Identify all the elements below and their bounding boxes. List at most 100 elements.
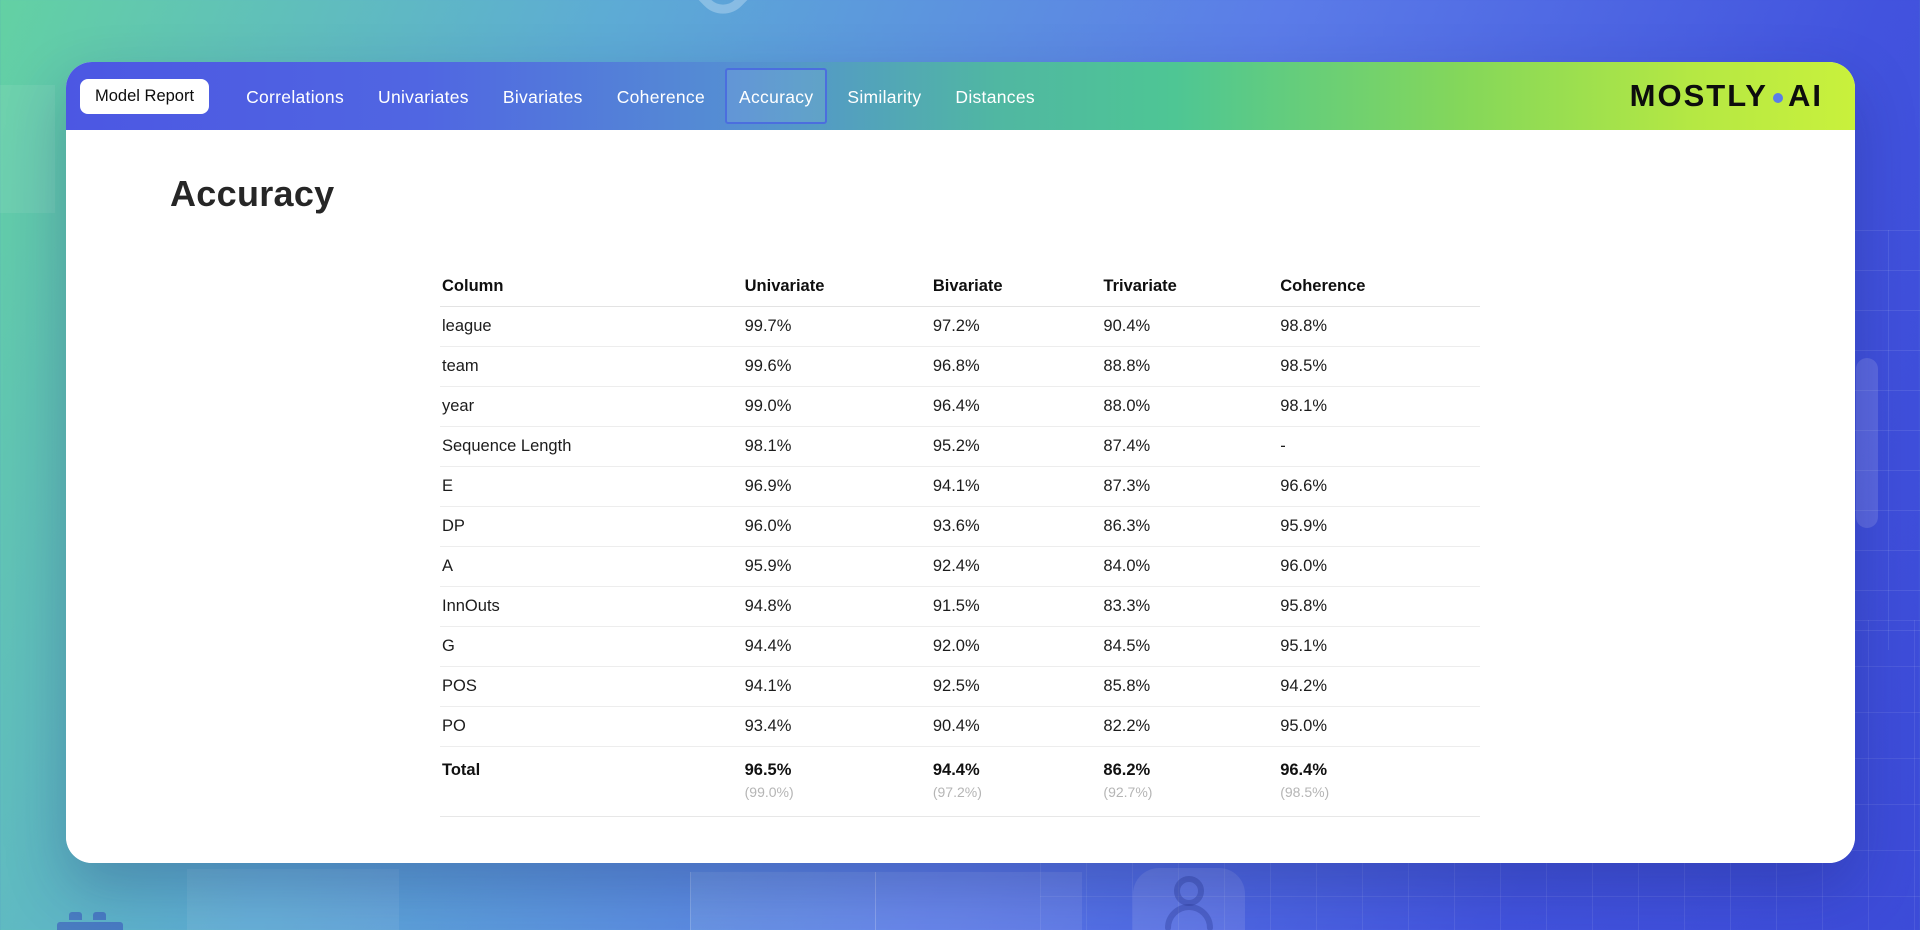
accuracy-table: Column Univariate Bivariate Trivariate Coher…: [440, 268, 1480, 817]
silhouette-decoration: [57, 912, 123, 930]
metric-value: 94.1%: [742, 666, 931, 707]
row-label: A: [440, 546, 743, 587]
metric-value: 91.5%: [930, 586, 1102, 627]
column-header: Coherence: [1278, 268, 1480, 307]
metric-value: 94.4%: [742, 626, 931, 667]
table-row: year 99.0% 96.4% 88.0% 98.1%: [440, 386, 1480, 427]
total-label: Total: [440, 746, 743, 817]
blueprint-grid-right-decoration: [1848, 230, 1920, 650]
metric-value: 88.0%: [1101, 386, 1279, 427]
column-header: Trivariate: [1101, 268, 1279, 307]
nav-tab-distances[interactable]: Distances: [955, 87, 1035, 107]
metric-value: 95.2%: [930, 426, 1102, 467]
row-label: PO: [440, 706, 743, 747]
nav-tab-accuracy[interactable]: Accuracy: [725, 68, 828, 124]
person-card-decoration: [1133, 868, 1245, 930]
metric-value: 97.2%: [930, 306, 1102, 347]
metric-value: 84.0%: [1101, 546, 1279, 587]
logo-text-right: AI: [1788, 78, 1823, 113]
row-label: InnOuts: [440, 586, 743, 627]
row-label: POS: [440, 666, 743, 707]
metric-value: 94.8%: [742, 586, 931, 627]
nav-tab-coherence[interactable]: Coherence: [616, 87, 706, 107]
total-value: 86.2% (92.7%): [1101, 746, 1279, 817]
metric-value: 87.3%: [1101, 466, 1279, 507]
metric-value: 95.0%: [1278, 706, 1480, 747]
rect-decoration: [187, 869, 399, 930]
table-row: team 99.6% 96.8% 88.8% 98.5%: [440, 346, 1480, 387]
row-label: team: [440, 346, 743, 387]
model-report-badge[interactable]: Model Report: [80, 78, 210, 114]
metric-value: 93.6%: [930, 506, 1102, 547]
table-row: A 95.9% 92.4% 84.0% 96.0%: [440, 546, 1480, 587]
nav-tab-similarity[interactable]: Similarity: [847, 87, 922, 107]
metric-value: 88.8%: [1101, 346, 1279, 387]
metric-value: 99.6%: [742, 346, 931, 387]
report-card: Model Report Correlations Univariates Biva…: [66, 62, 1855, 863]
metric-value: 98.1%: [742, 426, 931, 467]
metric-value: 95.8%: [1278, 586, 1480, 627]
table-row: PO 93.4% 90.4% 82.2% 95.0%: [440, 706, 1480, 747]
metric-value: 96.8%: [930, 346, 1102, 387]
metric-value: 98.1%: [1278, 386, 1480, 427]
total-row: Total 96.5% (99.0%) 94.4% (97.2%) 86.2% (92.7%…: [440, 746, 1480, 817]
metric-value: 96.0%: [1278, 546, 1480, 587]
metric-value: 83.3%: [1101, 586, 1279, 627]
column-header: Column: [440, 268, 743, 307]
rect-decoration: [690, 872, 1082, 930]
nav-bar: Model Report Correlations Univariates Biva…: [66, 62, 1855, 130]
nav-tab-correlations[interactable]: Correlations: [246, 87, 345, 107]
page-title: Accuracy: [170, 173, 335, 214]
metric-value: 96.4%: [930, 386, 1102, 427]
metric-value: 85.8%: [1101, 666, 1279, 707]
column-header: Univariate: [742, 268, 931, 307]
total-value: 96.5% (99.0%): [742, 746, 931, 817]
diamond-outline-decoration: [588, 0, 858, 25]
metric-value: 98.5%: [1278, 346, 1480, 387]
metric-value: -: [1278, 426, 1480, 467]
metric-value: 90.4%: [1101, 306, 1279, 347]
row-label: year: [440, 386, 743, 427]
metric-value: 99.7%: [742, 306, 931, 347]
metric-value: 94.2%: [1278, 666, 1480, 707]
row-label: G: [440, 626, 743, 667]
metric-value: 84.5%: [1101, 626, 1279, 667]
table-row: E 96.9% 94.1% 87.3% 96.6%: [440, 466, 1480, 507]
metric-value: 98.8%: [1278, 306, 1480, 347]
metric-value: 92.5%: [930, 666, 1102, 707]
metric-value: 95.9%: [1278, 506, 1480, 547]
metric-value: 92.0%: [930, 626, 1102, 667]
nav-tab-univariates[interactable]: Univariates: [378, 87, 469, 107]
row-label: E: [440, 466, 743, 507]
metric-value: 96.6%: [1278, 466, 1480, 507]
person-icon: [1165, 876, 1213, 930]
total-value: 94.4% (97.2%): [930, 746, 1102, 817]
metric-value: 90.4%: [930, 706, 1102, 747]
table-row: DP 96.0% 93.6% 86.3% 95.9%: [440, 506, 1480, 547]
table-row: Sequence Length 98.1% 95.2% 87.4% -: [440, 426, 1480, 467]
metric-value: 93.4%: [742, 706, 931, 747]
mostly-ai-logo: MOSTLY AI: [1630, 78, 1823, 114]
metric-value: 94.1%: [930, 466, 1102, 507]
metric-value: 99.0%: [742, 386, 931, 427]
table-row: league 99.7% 97.2% 90.4% 98.8%: [440, 306, 1480, 347]
metric-value: 96.0%: [742, 506, 931, 547]
row-label: DP: [440, 506, 743, 547]
left-strip-decoration: [0, 85, 55, 213]
metric-value: 95.9%: [742, 546, 931, 587]
nav-tab-bivariates[interactable]: Bivariates: [502, 87, 583, 107]
table-row: InnOuts 94.8% 91.5% 83.3% 95.8%: [440, 586, 1480, 627]
metric-value: 95.1%: [1278, 626, 1480, 667]
metric-value: 82.2%: [1101, 706, 1279, 747]
metric-value: 87.4%: [1101, 426, 1279, 467]
pill-decoration: [1856, 358, 1878, 528]
logo-text-left: MOSTLY: [1629, 78, 1768, 113]
metric-value: 86.3%: [1101, 506, 1279, 547]
table-row: POS 94.1% 92.5% 85.8% 94.2%: [440, 666, 1480, 707]
row-label: Sequence Length: [440, 426, 743, 467]
metric-value: 92.4%: [930, 546, 1102, 587]
total-value: 96.4% (98.5%): [1278, 746, 1480, 817]
nav-tabs: Correlations Univariates Bivariates Coheren…: [229, 62, 1052, 130]
table-row: G 94.4% 92.0% 84.5% 95.1%: [440, 626, 1480, 667]
report-content: Accuracy Column Univariate Bivariate Trivar…: [66, 130, 1855, 863]
